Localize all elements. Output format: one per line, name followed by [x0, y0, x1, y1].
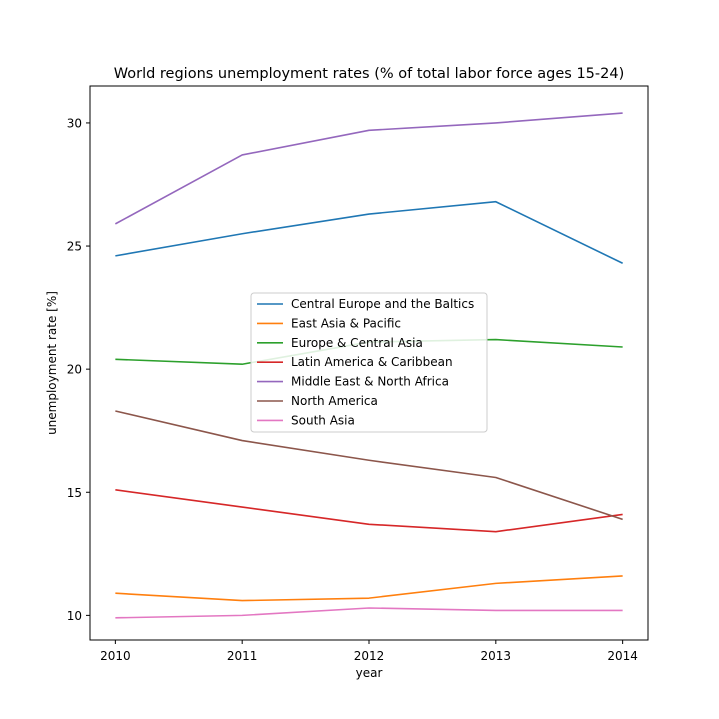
x-tick-label: 2012 [354, 649, 385, 663]
legend-label: North America [291, 394, 378, 408]
legend: Central Europe and the Baltics East Asia … [250, 292, 488, 433]
legend-label: Latin America & Caribbean [291, 355, 453, 369]
legend-label: South Asia [291, 413, 355, 427]
series-line-2 [115, 575, 623, 602]
legend-label: East Asia & Pacific [291, 316, 401, 330]
x-tick-label: 2011 [227, 649, 258, 663]
y-axis-label: unemployment rate [%] [45, 291, 59, 435]
series-line-6 [115, 410, 623, 521]
axes-layer: 2010 2011 2012 2013 2014 10 15 20 25 30 [67, 116, 638, 663]
y-tick-label: 10 [67, 609, 82, 623]
x-tick-label: 2014 [607, 649, 638, 663]
x-tick-label: 2013 [481, 649, 512, 663]
x-tick-label: 2010 [100, 649, 131, 663]
series-line-4 [115, 489, 623, 533]
y-tick-label: 30 [67, 116, 82, 130]
y-tick-label: 20 [67, 363, 82, 377]
legend-label: Middle East & North Africa [291, 375, 449, 389]
legend-label: Central Europe and the Baltics [291, 297, 474, 311]
x-axis-label: year [356, 666, 383, 680]
y-tick-label: 25 [67, 240, 82, 254]
series-line-7 [115, 607, 623, 619]
legend-box [250, 292, 488, 433]
series-line-5 [114, 112, 623, 225]
y-tick-label: 15 [67, 486, 82, 500]
legend-label: Europe & Central Asia [291, 336, 423, 350]
chart-title: World regions unemployment rates (% of t… [114, 66, 624, 82]
series-line-1 [115, 200, 623, 264]
